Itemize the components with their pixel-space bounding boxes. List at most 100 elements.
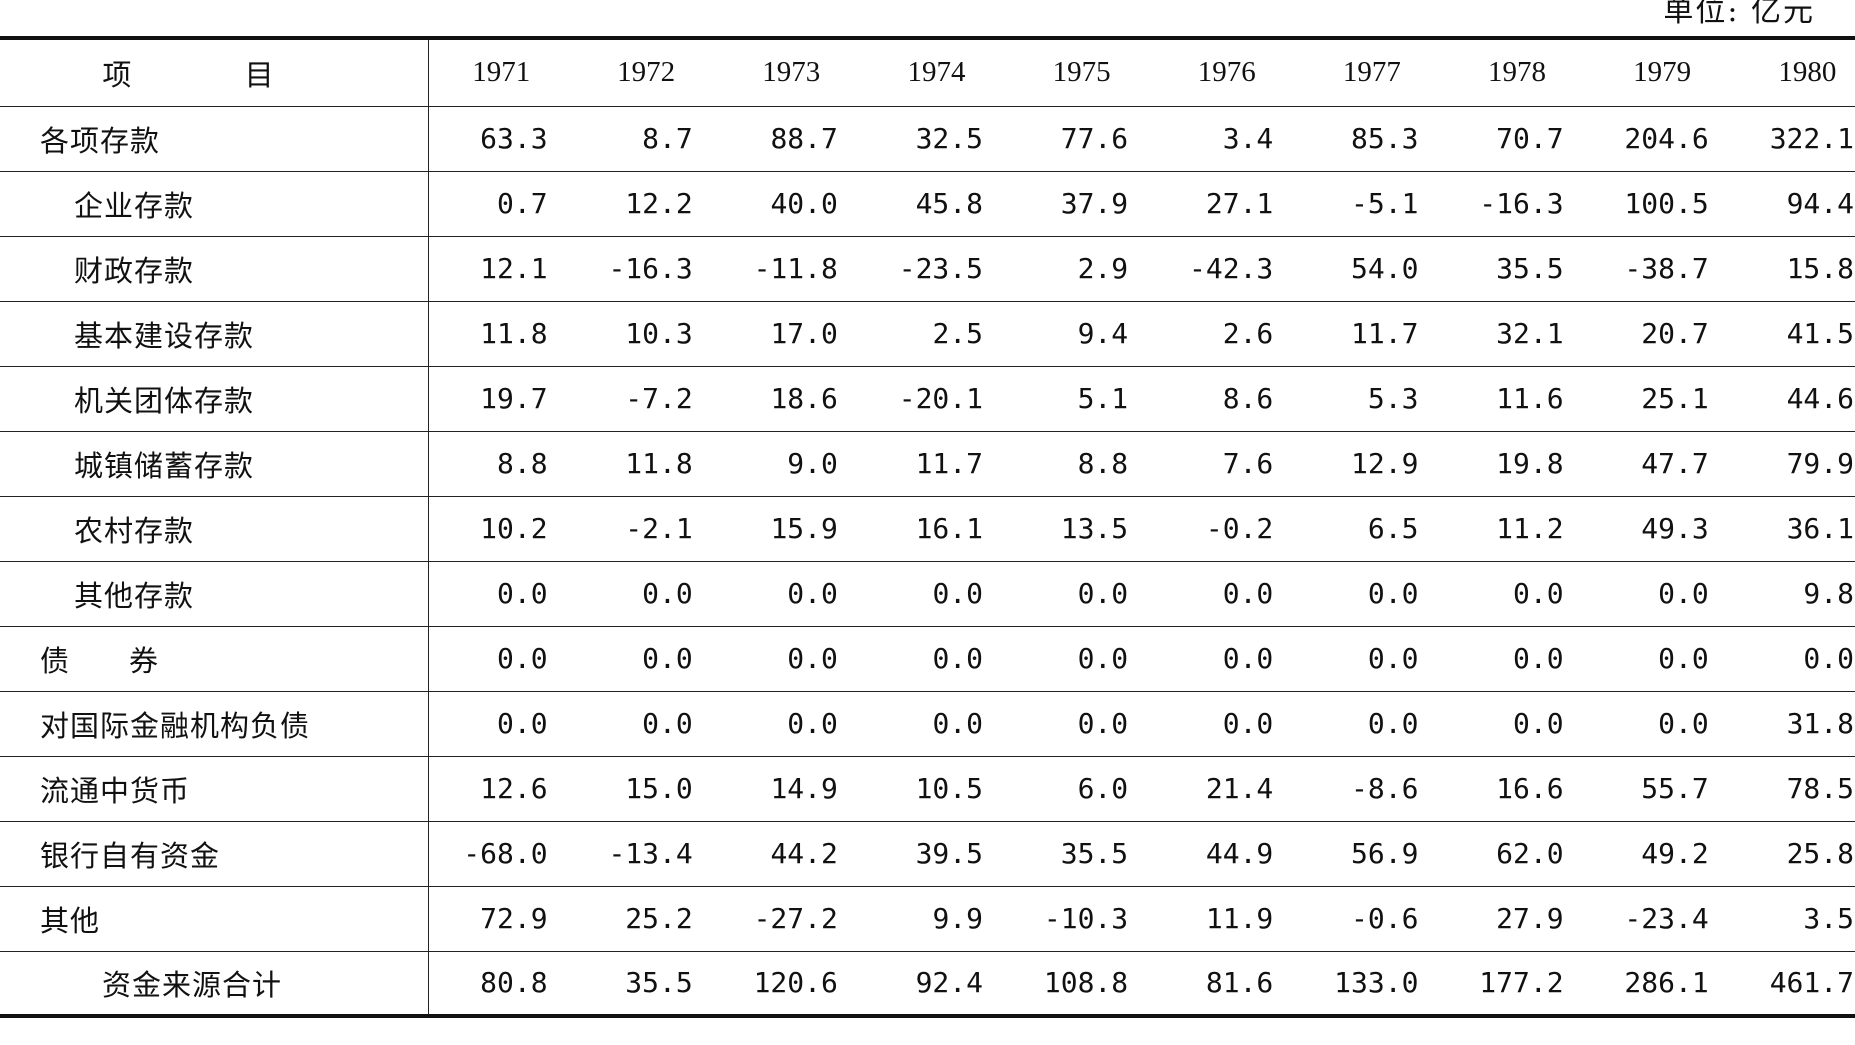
value-cell: -42.3 [1154,236,1300,302]
value-cell: 13.5 [1009,496,1155,562]
value-cell: -8.6 [1299,756,1445,822]
value-cell: 94.4 [1734,171,1855,237]
value-cell: 0.0 [1299,626,1445,692]
table-header: 项 目 1971 1972 1973 1974 1975 1976 1977 1… [0,38,1855,107]
table-row: 城镇储蓄存款 8.8 11.8 9.0 11.7 8.8 7.6 12.9 19.8 47.7 79… [0,431,1855,497]
value-cell: -7.2 [573,366,719,432]
value-cell: 44.9 [1154,821,1300,887]
value-cell: 88.7 [718,106,864,172]
value-cell: 0.0 [1299,691,1445,757]
value-cell: -16.3 [573,236,719,302]
value-cell: 17.0 [718,301,864,367]
table-row: 债券 0.0 0.0 0.0 0.0 0.0 0.0 0.0 0.0 0.0 0.0 [0,626,1855,692]
value-cell: 15.9 [718,496,864,562]
value-cell: 35.5 [1009,821,1155,887]
row-label: 各项存款 [0,106,429,172]
value-cell: 49.2 [1589,821,1735,887]
value-cell: -13.4 [573,821,719,887]
value-cell: 0.0 [1734,626,1855,692]
value-cell: 36.1 [1734,496,1855,562]
value-cell: 0.0 [573,626,719,692]
value-cell: 41.5 [1734,301,1855,367]
value-cell: -23.4 [1589,886,1735,952]
value-cell: 100.5 [1589,171,1735,237]
value-cell: 44.6 [1734,366,1855,432]
value-cell: 62.0 [1444,821,1590,887]
value-cell: 25.1 [1589,366,1735,432]
value-cell: 0.0 [1009,561,1155,627]
value-cell: 40.0 [718,171,864,237]
value-cell: 0.0 [428,626,574,692]
year-column-header: 1980 [1734,38,1855,107]
value-cell: 0.0 [1299,561,1445,627]
value-cell: 0.0 [863,561,1010,627]
row-label: 其他存款 [0,561,429,627]
value-cell: 10.3 [573,301,719,367]
value-cell: 3.4 [1154,106,1300,172]
value-cell: 11.8 [573,431,719,497]
table-row: 基本建设存款 11.8 10.3 17.0 2.5 9.4 2.6 11.7 32.1 20.7 4… [0,301,1855,367]
value-cell: 3.5 [1734,886,1855,952]
value-cell: -20.1 [863,366,1010,432]
value-cell: 19.7 [428,366,574,432]
table-row: 其他 72.9 25.2 -27.2 9.9 -10.3 11.9 -0.6 27.9 -23.4… [0,886,1855,952]
row-label: 财政存款 [0,236,429,302]
value-cell: 0.0 [1589,691,1735,757]
value-cell: 78.5 [1734,756,1855,822]
value-cell: -16.3 [1444,171,1590,237]
value-cell: 7.6 [1154,431,1300,497]
value-cell: 45.8 [863,171,1010,237]
value-cell: 6.5 [1299,496,1445,562]
value-cell: 39.5 [863,821,1010,887]
value-cell: 35.5 [573,951,719,1017]
value-cell: 12.1 [428,236,574,302]
value-cell: 0.0 [1589,626,1735,692]
value-cell: 11.6 [1444,366,1590,432]
year-column-header: 1977 [1299,38,1445,107]
value-cell: 322.1 [1734,106,1855,172]
value-cell: 0.0 [1009,626,1155,692]
value-cell: 12.6 [428,756,574,822]
value-cell: 32.5 [863,106,1010,172]
value-cell: 2.6 [1154,301,1300,367]
value-cell: 9.0 [718,431,864,497]
table-row: 资金来源合计 80.8 35.5 120.6 92.4 108.8 81.6 133.0 177… [0,951,1855,1017]
value-cell: -27.2 [718,886,864,952]
value-cell: 31.8 [1734,691,1855,757]
value-cell: 0.0 [428,561,574,627]
year-column-header: 1979 [1589,38,1735,107]
value-cell: -10.3 [1009,886,1155,952]
value-cell: 32.1 [1444,301,1590,367]
table-row: 企业存款 0.7 12.2 40.0 45.8 37.9 27.1 -5.1 -16.3 100.… [0,171,1855,237]
table-body: 各项存款 63.3 8.7 88.7 32.5 77.6 3.4 85.3 70.7 204.6 3… [0,106,1855,1017]
value-cell: 2.5 [863,301,1010,367]
value-cell: 27.1 [1154,171,1300,237]
row-label: 对国际金融机构负债 [0,691,429,757]
value-cell: 70.7 [1444,106,1590,172]
value-cell: 47.7 [1589,431,1735,497]
value-cell: 5.3 [1299,366,1445,432]
row-label: 其他 [0,886,429,952]
value-cell: -38.7 [1589,236,1735,302]
value-cell: -11.8 [718,236,864,302]
value-cell: -0.6 [1299,886,1445,952]
value-cell: 0.0 [1154,691,1300,757]
value-cell: 25.2 [573,886,719,952]
value-cell: -5.1 [1299,171,1445,237]
value-cell: 0.0 [1154,626,1300,692]
header-row: 项 目 1971 1972 1973 1974 1975 1976 1977 1… [0,38,1855,107]
item-column-header: 项 目 [0,38,429,107]
value-cell: 286.1 [1589,951,1735,1017]
year-column-header: 1975 [1009,38,1155,107]
value-cell: 133.0 [1299,951,1445,1017]
value-cell: 0.0 [1154,561,1300,627]
year-column-header: 1973 [718,38,864,107]
table-row: 流通中货币 12.6 15.0 14.9 10.5 6.0 21.4 -8.6 16.6 55.7… [0,756,1855,822]
value-cell: 10.5 [863,756,1010,822]
value-cell: 15.0 [573,756,719,822]
value-cell: 5.1 [1009,366,1155,432]
table-row: 其他存款 0.0 0.0 0.0 0.0 0.0 0.0 0.0 0.0 0.0 9.8 [0,561,1855,627]
value-cell: 55.7 [1589,756,1735,822]
row-label: 资金来源合计 [0,951,429,1017]
value-cell: 0.0 [1444,561,1590,627]
